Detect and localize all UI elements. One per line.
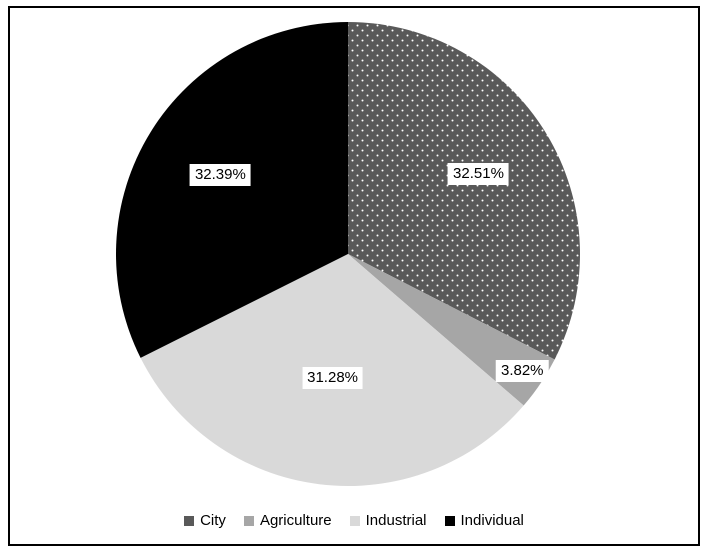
legend-swatch-individual <box>444 515 455 526</box>
legend: City Agriculture Industrial Individual <box>10 512 698 529</box>
chart-frame: 32.51% 3.82% 31.28% 32.39% City Agriculture I… <box>8 6 700 546</box>
legend-item-agriculture: Agriculture <box>243 512 332 529</box>
legend-label-industrial: Industrial <box>365 512 427 529</box>
legend-item-individual: Individual <box>444 512 524 529</box>
legend-swatch-industrial <box>349 515 360 526</box>
data-label-industrial: 31.28% <box>302 367 363 390</box>
pie-slice-city <box>348 22 580 360</box>
legend-swatch-city <box>184 515 195 526</box>
legend-item-industrial: Industrial <box>349 512 427 529</box>
pie-chart <box>116 22 580 486</box>
legend-swatch-agriculture <box>243 515 254 526</box>
data-label-city: 32.51% <box>448 163 509 186</box>
data-label-agriculture: 3.82% <box>495 360 549 383</box>
data-label-individual: 32.39% <box>189 164 251 187</box>
legend-label-city: City <box>200 512 226 529</box>
legend-item-city: City <box>184 512 226 529</box>
legend-label-individual: Individual <box>460 512 524 529</box>
pie-slice-individual <box>116 22 348 358</box>
legend-label-agriculture: Agriculture <box>259 512 332 529</box>
